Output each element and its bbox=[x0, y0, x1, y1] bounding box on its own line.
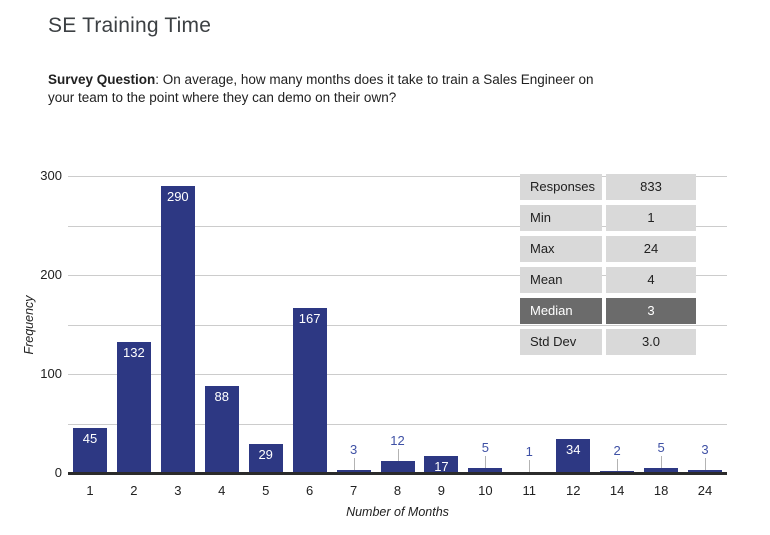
x-tick-label: 11 bbox=[522, 483, 537, 498]
bar-value-label: 1 bbox=[525, 444, 533, 459]
gridline bbox=[68, 374, 727, 375]
bar-value-label: 5 bbox=[481, 440, 489, 455]
bar bbox=[116, 342, 151, 473]
bar-value-label: 5 bbox=[657, 440, 665, 455]
bar bbox=[468, 468, 503, 473]
bar-value-label: 2 bbox=[613, 443, 621, 458]
stats-row: Mean 4 bbox=[520, 267, 696, 293]
bar-value-label: 88 bbox=[214, 389, 229, 404]
stats-label-cell: Median bbox=[520, 298, 602, 324]
x-tick-label: 5 bbox=[262, 483, 270, 498]
bar-value-label: 290 bbox=[166, 189, 189, 204]
bar bbox=[204, 386, 239, 473]
stats-row: Min 1 bbox=[520, 205, 696, 231]
callout-line bbox=[617, 459, 619, 471]
gridline bbox=[68, 324, 727, 326]
bar bbox=[556, 439, 591, 473]
plot-area: 45 132 290 88 29 167 3 12 17 5 1 34 2 5 3 bbox=[68, 176, 727, 474]
x-tick-label: 10 bbox=[478, 483, 493, 498]
bar bbox=[424, 456, 459, 473]
bar bbox=[380, 461, 415, 473]
bar-value-label: 12 bbox=[390, 433, 405, 448]
bar-value-label: 132 bbox=[123, 345, 145, 360]
bar-value-label: 167 bbox=[298, 311, 321, 326]
bar-value-label: 34 bbox=[565, 442, 581, 457]
survey-question-label: Survey Question bbox=[48, 72, 156, 87]
x-tick-label: 9 bbox=[437, 483, 446, 498]
stats-value-cell: 24 bbox=[606, 236, 696, 262]
y-tick-label: 200 bbox=[40, 267, 62, 282]
x-tick-label: 14 bbox=[609, 483, 625, 498]
stats-row: Max 24 bbox=[520, 236, 696, 262]
gridline bbox=[68, 275, 727, 276]
stats-row: Responses 833 bbox=[520, 174, 696, 200]
stats-value-cell: 3.0 bbox=[606, 329, 696, 355]
stats-label-cell: Min bbox=[520, 205, 602, 231]
x-axis-ticks: 1 2 3 4 5 6 7 8 9 10 11 12 14 18 24 bbox=[68, 483, 727, 499]
stats-value-cell: 1 bbox=[606, 205, 696, 231]
bar bbox=[292, 308, 327, 473]
bar bbox=[72, 428, 107, 473]
bar bbox=[688, 470, 723, 473]
stats-row: Median 3 bbox=[520, 298, 696, 324]
x-axis-line bbox=[68, 472, 727, 475]
y-axis-title: Frequency bbox=[22, 295, 36, 355]
gridline bbox=[68, 423, 727, 425]
stats-label-cell: Mean bbox=[520, 267, 602, 293]
y-tick-label: 300 bbox=[40, 168, 62, 183]
callout-line bbox=[705, 458, 707, 470]
bar bbox=[336, 470, 371, 473]
bar-value-label: 17 bbox=[434, 459, 449, 474]
callout-line bbox=[529, 460, 531, 472]
x-tick-label: 12 bbox=[565, 483, 581, 498]
stats-label-cell: Std Dev bbox=[520, 329, 602, 355]
page-title: SE Training Time bbox=[48, 14, 212, 37]
callout-line bbox=[661, 456, 663, 468]
bar-value-label: 3 bbox=[701, 442, 709, 457]
bar bbox=[248, 444, 283, 473]
bar bbox=[160, 186, 195, 473]
x-tick-label: 1 bbox=[86, 483, 94, 498]
survey-question: Survey Question: On average, how many mo… bbox=[48, 71, 608, 106]
stats-label-cell: Max bbox=[520, 236, 602, 262]
stats-value-cell: 4 bbox=[606, 267, 696, 293]
stats-row: Std Dev 3.0 bbox=[520, 329, 696, 355]
bar bbox=[644, 468, 679, 473]
callout-line bbox=[353, 458, 355, 470]
survey-question-text: : On average, how many months does it ta… bbox=[48, 72, 594, 105]
bar-value-label: 29 bbox=[258, 447, 273, 462]
gridline bbox=[68, 225, 727, 227]
x-tick-label: 3 bbox=[174, 483, 182, 498]
callout-line bbox=[485, 456, 487, 468]
x-tick-label: 7 bbox=[349, 483, 358, 498]
x-axis-title: Number of Months bbox=[346, 505, 449, 519]
stats-value-cell: 833 bbox=[606, 174, 696, 200]
bar-value-label: 3 bbox=[349, 442, 358, 457]
callout-line bbox=[397, 449, 399, 461]
bar-value-label: 45 bbox=[82, 431, 98, 446]
x-tick-label: 18 bbox=[653, 483, 669, 498]
y-tick-label: 0 bbox=[54, 465, 62, 480]
stats-table: Responses 833 Min 1 Max 24 Mean 4 Median… bbox=[520, 174, 696, 360]
stats-label-cell: Responses bbox=[520, 174, 602, 200]
x-tick-label: 4 bbox=[218, 483, 226, 498]
x-tick-label: 8 bbox=[393, 483, 402, 498]
x-tick-label: 2 bbox=[130, 483, 138, 498]
stats-value-cell: 3 bbox=[606, 298, 696, 324]
y-tick-label: 100 bbox=[40, 366, 62, 381]
x-tick-label: 24 bbox=[697, 483, 713, 498]
x-tick-label: 6 bbox=[306, 483, 314, 498]
gridline bbox=[68, 176, 727, 177]
